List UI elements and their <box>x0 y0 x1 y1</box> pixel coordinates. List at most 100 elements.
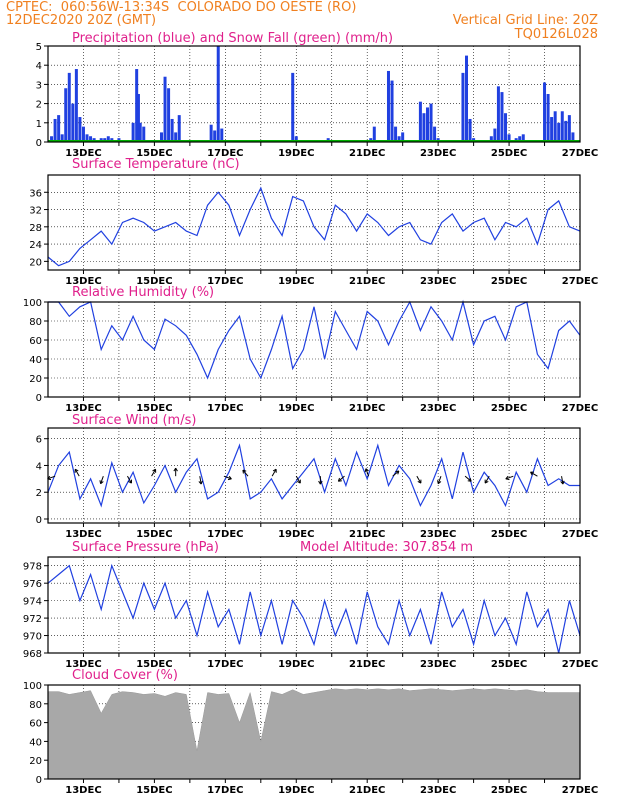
x-tick-label: 23DEC <box>420 276 456 287</box>
y-tick-label: 976 <box>23 579 42 590</box>
precip-bar <box>500 92 504 142</box>
wind-arrow-head <box>505 478 510 481</box>
x-tick-label: 17DEC <box>207 659 243 670</box>
precip-bar <box>71 103 75 142</box>
wind-arrow-head <box>560 481 564 485</box>
x-tick-label: 27DEC <box>562 659 598 670</box>
y-tick-label: 970 <box>23 632 42 643</box>
precip-bar <box>89 136 93 142</box>
x-tick-label: 23DEC <box>420 785 456 796</box>
wind-arrow-head <box>505 475 509 480</box>
wind-arrow-shaft <box>295 475 301 484</box>
precip-bar <box>78 117 82 142</box>
x-tick-label: 19DEC <box>278 148 314 159</box>
precip-bar <box>390 80 394 142</box>
x-tick-label: 21DEC <box>349 403 385 414</box>
y-tick-label: 968 <box>23 649 42 660</box>
precip-bar <box>167 88 171 142</box>
y-tick-label: 80 <box>29 700 42 711</box>
x-tick-label: 15DEC <box>136 403 172 414</box>
wind-arrow-head <box>152 468 156 472</box>
y-tick-label: 0 <box>36 138 42 149</box>
wind-arrow-shaft <box>416 475 422 484</box>
y-tick-label: 2 <box>36 100 42 111</box>
x-tick-label: 23DEC <box>420 403 456 414</box>
x-tick-label: 13DEC <box>65 529 101 540</box>
precip-bar <box>106 136 110 142</box>
precip-bar <box>291 72 295 142</box>
precip-bar <box>67 72 71 142</box>
y-tick-label: 6 <box>36 435 42 446</box>
precip-bar <box>142 126 146 142</box>
wind-arrow-shaft <box>127 475 132 484</box>
x-tick-label: 27DEC <box>562 276 598 287</box>
wind-arrow-shaft <box>47 475 56 480</box>
wind-arrow-head <box>318 480 321 485</box>
x-tick-label: 25DEC <box>491 276 527 287</box>
y-tick-label: 3 <box>36 80 42 91</box>
precip-bar <box>461 72 465 142</box>
precip-bar <box>550 117 554 142</box>
precip-bar <box>57 115 61 142</box>
panel-title: Precipitation (blue) and Snow Fall (gree… <box>72 31 393 46</box>
y-tick-label: 978 <box>23 562 42 573</box>
panel-frame <box>47 301 581 398</box>
x-tick-label: 25DEC <box>491 659 527 670</box>
wind-arrow-shaft <box>505 475 514 480</box>
header-grid-line: Vertical Grid Line: 20Z <box>452 13 598 28</box>
x-tick-label: 23DEC <box>420 529 456 540</box>
x-tick-label: 13DEC <box>65 403 101 414</box>
x-tick-label: 25DEC <box>491 148 527 159</box>
y-tick-label: 100 <box>23 681 42 692</box>
precip-bar <box>433 126 437 142</box>
precip-bar <box>422 113 426 142</box>
precip-bar <box>543 82 547 142</box>
wind-arrow-head <box>337 477 340 482</box>
y-tick-label: 1 <box>36 119 42 130</box>
precip-bar <box>85 134 89 142</box>
y-tick-label: 40 <box>29 355 42 366</box>
series-line <box>47 443 580 508</box>
y-tick-label: 2 <box>36 488 42 499</box>
y-tick-label: 0 <box>36 775 42 786</box>
panel-title: Surface Pressure (hPa) <box>72 540 219 555</box>
precip-bar <box>560 111 564 142</box>
wind-arrow-head <box>484 480 489 484</box>
wind-arrow-shaft <box>151 468 156 477</box>
wind-arrow-head <box>227 478 232 481</box>
x-tick-label: 19DEC <box>278 276 314 287</box>
cloud-cover-area <box>47 688 581 780</box>
precip-bar <box>401 132 405 142</box>
wind-arrow-head <box>242 469 244 474</box>
precip-bar <box>170 118 174 142</box>
x-tick-label: 27DEC <box>562 148 598 159</box>
wind-arrow-head <box>100 481 104 485</box>
precip-bar <box>564 120 568 142</box>
y-tick-label: 974 <box>23 597 42 608</box>
wind-arrow-shaft <box>484 475 490 484</box>
y-tick-label: 0 <box>36 393 42 404</box>
precip-bar <box>294 136 298 142</box>
precip-bar <box>177 115 181 142</box>
wind-arrow-shaft <box>223 475 232 480</box>
wind-arrow-head <box>319 480 323 485</box>
wind-arrow-head <box>365 468 369 472</box>
wind-arrow-head <box>200 480 203 485</box>
precip-bar <box>81 126 85 142</box>
y-tick-label: 60 <box>29 336 42 347</box>
x-tick-label: 27DEC <box>562 403 598 414</box>
x-tick-label: 21DEC <box>349 785 385 796</box>
precip-bar <box>465 55 469 142</box>
x-tick-label: 25DEC <box>491 403 527 414</box>
precip-bar <box>504 113 508 142</box>
x-tick-label: 15DEC <box>136 148 172 159</box>
y-tick-label: 36 <box>29 188 42 199</box>
x-tick-label: 17DEC <box>207 785 243 796</box>
wind-arrow-head <box>437 481 442 485</box>
precip-bar <box>557 122 561 142</box>
x-tick-label: 23DEC <box>420 148 456 159</box>
wind-arrow-head <box>242 469 247 472</box>
x-tick-label: 15DEC <box>136 785 172 796</box>
